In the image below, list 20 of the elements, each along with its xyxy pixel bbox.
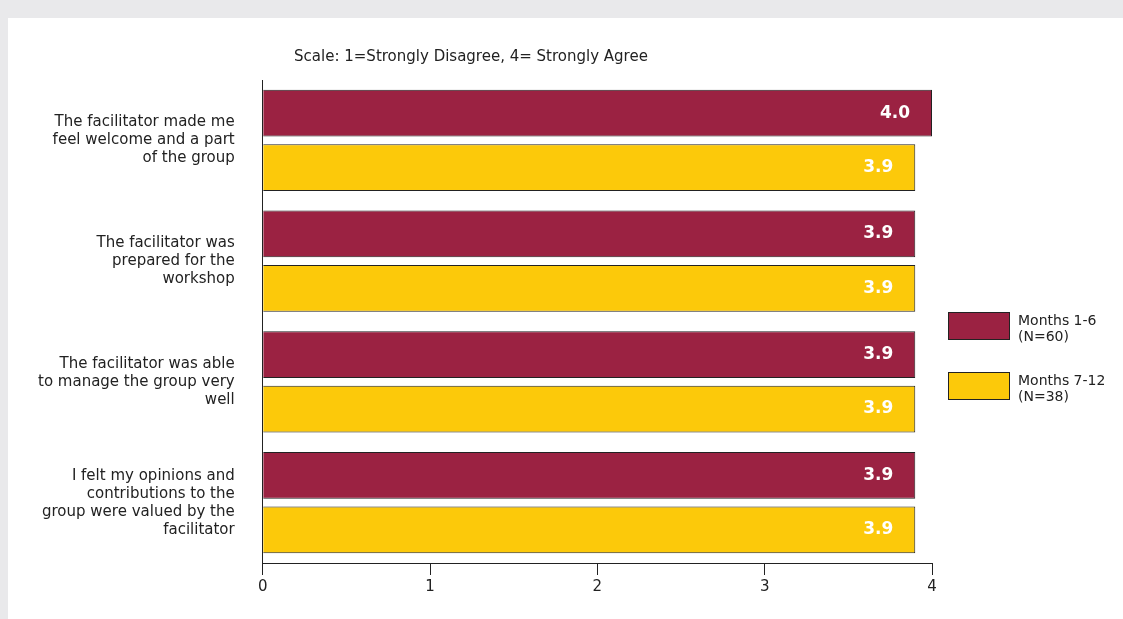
text: 3.9 xyxy=(863,155,894,176)
x-tick-label: 3 xyxy=(759,576,770,595)
text: 3.9 xyxy=(863,276,894,297)
x-tick-label: 0 xyxy=(257,576,268,595)
text: 3.9 xyxy=(863,397,894,418)
y-tick-label: I felt my opinions and contributions to the group were valued by the facilitator xyxy=(42,465,236,538)
legend-label: Months 7-12 (N=38) xyxy=(1018,372,1107,404)
text: 3.9 xyxy=(863,463,894,484)
x-tick-label: 4 xyxy=(927,576,937,595)
y-tick-label: The facilitator was prepared for the workshop xyxy=(95,233,235,288)
text: 3.9 xyxy=(863,343,894,364)
text: Months 1-6 (N=60) xyxy=(1018,312,1098,344)
y-tick-label: The facilitator made me feel welcome and a part of the group xyxy=(52,112,235,167)
y-tick-label: The facilitator was able to manage the group very well xyxy=(38,353,235,408)
x-tick-label: 1 xyxy=(425,576,435,595)
text: 4.0 xyxy=(879,101,910,122)
text: 3.9 xyxy=(863,222,894,243)
text: 3.9 xyxy=(863,518,894,539)
x-tick-label: 2 xyxy=(592,576,603,595)
chart-title: Scale: 1=Strongly Disagree, 4= Strongly Agree xyxy=(294,46,648,65)
